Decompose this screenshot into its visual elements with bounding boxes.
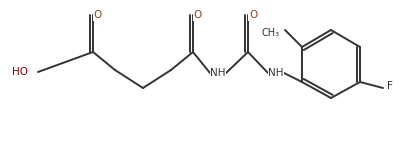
Text: NH: NH bbox=[268, 68, 284, 78]
Text: F: F bbox=[387, 81, 393, 91]
Text: HO: HO bbox=[12, 67, 28, 77]
Text: O: O bbox=[194, 10, 202, 20]
Text: CH₃: CH₃ bbox=[262, 28, 280, 38]
Text: NH: NH bbox=[210, 68, 226, 78]
Text: O: O bbox=[249, 10, 257, 20]
Text: O: O bbox=[94, 10, 102, 20]
